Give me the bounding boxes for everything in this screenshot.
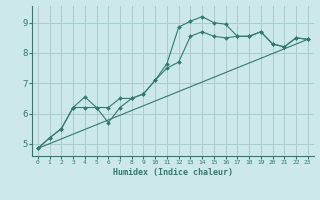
X-axis label: Humidex (Indice chaleur): Humidex (Indice chaleur) [113, 168, 233, 177]
